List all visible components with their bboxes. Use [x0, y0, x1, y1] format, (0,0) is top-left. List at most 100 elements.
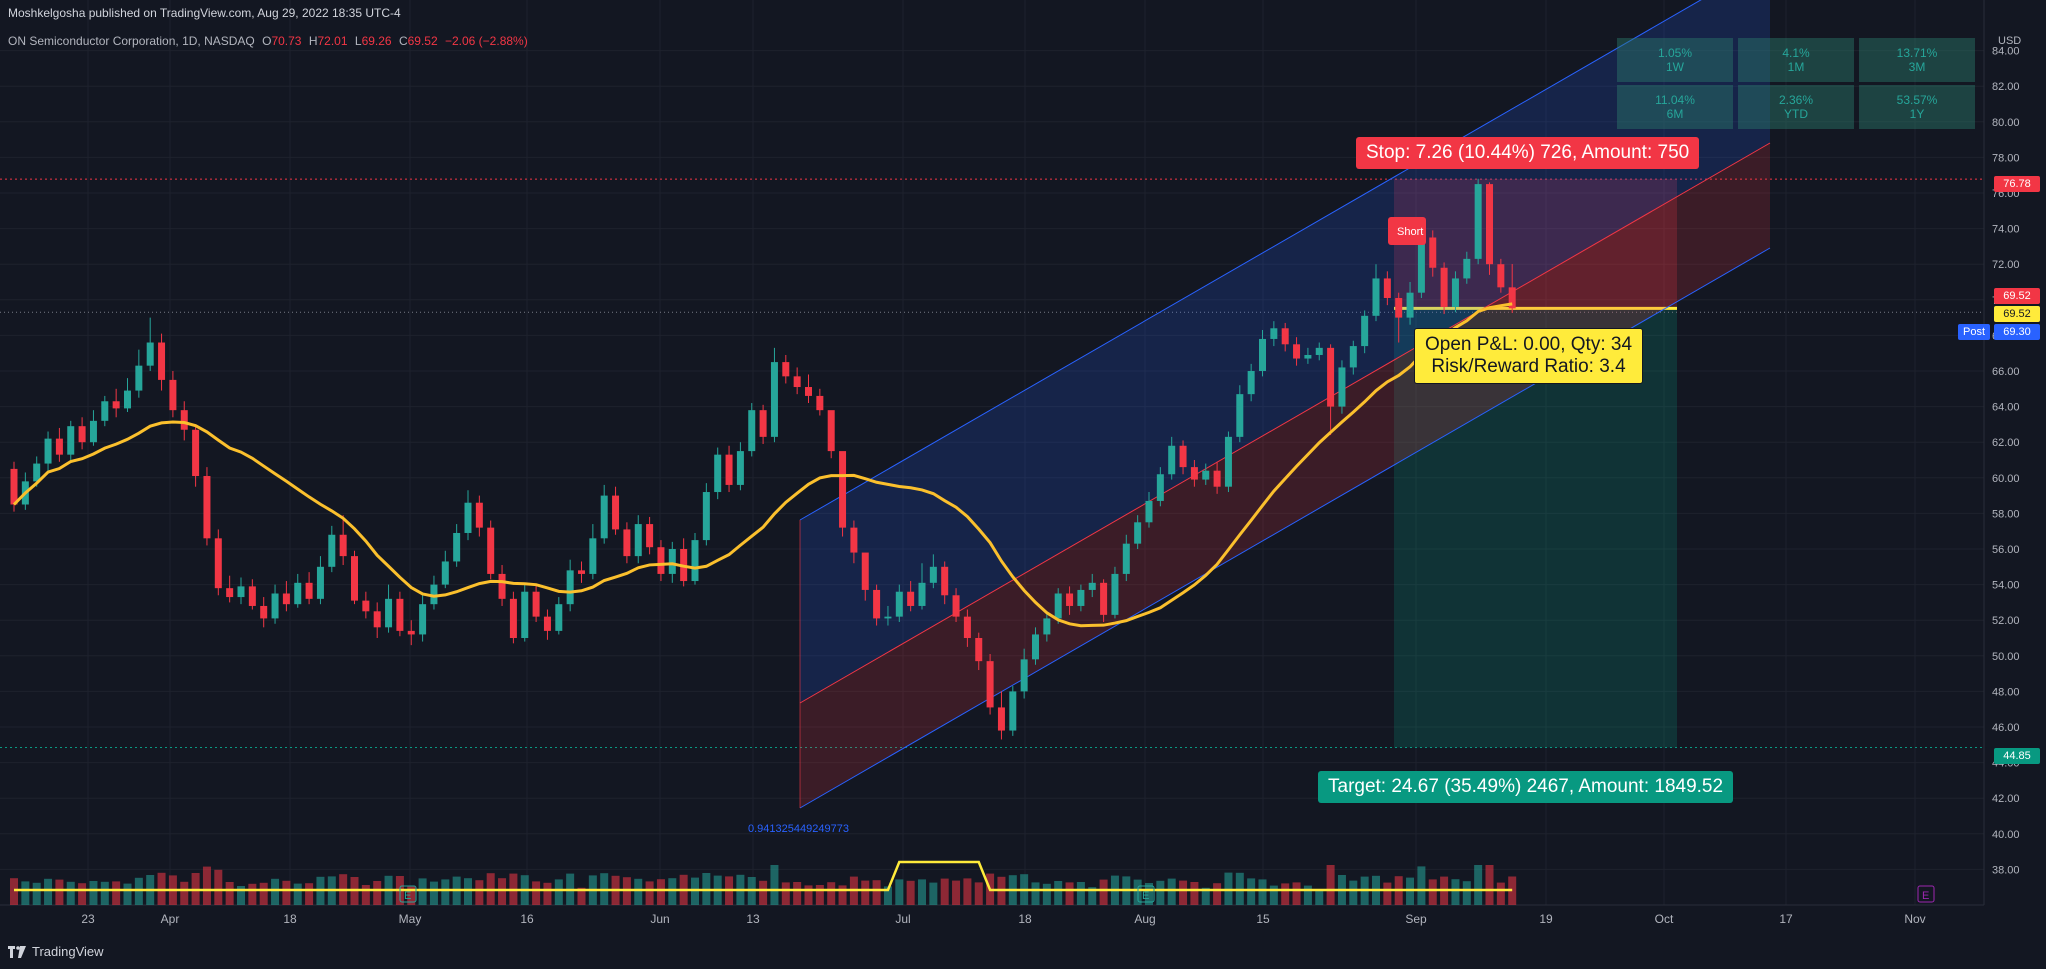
candle-body[interactable]	[1077, 589, 1085, 606]
candle-body[interactable]	[1372, 278, 1380, 316]
candle-body[interactable]	[941, 566, 949, 596]
candle-body[interactable]	[1122, 543, 1130, 574]
candle-body[interactable]	[543, 616, 551, 631]
candle-body[interactable]	[214, 538, 222, 589]
candle-body[interactable]	[1451, 278, 1459, 307]
candle-body[interactable]	[816, 395, 824, 411]
candle-body[interactable]	[555, 604, 563, 631]
candle-body[interactable]	[1145, 500, 1153, 523]
candle-body[interactable]	[578, 570, 585, 574]
candle-body[interactable]	[1429, 237, 1437, 268]
candle-body[interactable]	[623, 529, 631, 557]
candle-body[interactable]	[1213, 470, 1221, 487]
candle-body[interactable]	[1406, 292, 1414, 318]
candle-body[interactable]	[419, 604, 427, 635]
earnings-marker[interactable]	[1137, 885, 1155, 903]
candle-body[interactable]	[589, 538, 597, 574]
candle-body[interactable]	[1224, 436, 1232, 487]
candle-body[interactable]	[521, 591, 529, 638]
candle-body[interactable]	[827, 410, 835, 452]
candle-body[interactable]	[873, 589, 881, 619]
candle-body[interactable]	[884, 616, 892, 619]
candle-body[interactable]	[952, 595, 960, 617]
candle-body[interactable]	[657, 547, 665, 574]
candle-body[interactable]	[316, 566, 324, 599]
candle-body[interactable]	[44, 438, 52, 464]
candle-body[interactable]	[453, 532, 461, 562]
candle-body[interactable]	[475, 502, 483, 528]
candle-body[interactable]	[282, 593, 290, 605]
candle-body[interactable]	[1247, 371, 1255, 395]
candle-body[interactable]	[532, 591, 540, 617]
candle-body[interactable]	[396, 598, 404, 631]
stop-label[interactable]: Stop: 7.26 (10.44%) 726, Amount: 750	[1356, 137, 1700, 169]
candle-body[interactable]	[1168, 445, 1176, 475]
candle-body[interactable]	[759, 410, 767, 437]
candle-body[interactable]	[1190, 467, 1198, 480]
candle-body[interactable]	[294, 582, 302, 605]
candle-body[interactable]	[1259, 338, 1266, 371]
candle-body[interactable]	[339, 534, 347, 557]
target-label[interactable]: Target: 24.67 (35.49%) 2467, Amount: 184…	[1318, 771, 1734, 803]
candle-body[interactable]	[1338, 367, 1346, 407]
candle-body[interactable]	[146, 342, 154, 366]
candle-body[interactable]	[498, 573, 506, 599]
candle-body[interactable]	[237, 586, 245, 598]
candle-body[interactable]	[226, 588, 234, 598]
candle-body[interactable]	[305, 582, 313, 599]
candle-body[interactable]	[509, 598, 517, 638]
candle-body[interactable]	[203, 476, 211, 539]
candle-body[interactable]	[770, 362, 778, 437]
candle-body[interactable]	[1054, 593, 1062, 619]
candle-body[interactable]	[89, 420, 97, 443]
candle-body[interactable]	[464, 502, 472, 533]
short-marker[interactable]	[1388, 217, 1426, 245]
candle-body[interactable]	[1474, 184, 1482, 259]
candle-body[interactable]	[1440, 267, 1448, 307]
candle-body[interactable]	[1315, 347, 1323, 355]
candle-body[interactable]	[600, 495, 608, 539]
candle-body[interactable]	[1349, 346, 1357, 368]
candle-body[interactable]	[158, 342, 166, 380]
candle-body[interactable]	[691, 540, 699, 582]
candle-body[interactable]	[1281, 328, 1289, 345]
candle-body[interactable]	[407, 630, 415, 635]
candle-body[interactable]	[986, 661, 994, 708]
candle-body[interactable]	[1009, 691, 1017, 731]
candle-body[interactable]	[612, 495, 620, 530]
candle-body[interactable]	[1134, 522, 1142, 544]
candle-body[interactable]	[271, 593, 279, 619]
candle-body[interactable]	[487, 527, 495, 574]
candle-body[interactable]	[1088, 582, 1096, 590]
candle-body[interactable]	[861, 552, 869, 590]
candle-body[interactable]	[101, 401, 109, 421]
candle-body[interactable]	[67, 426, 75, 455]
candle-body[interactable]	[55, 438, 63, 455]
candle-body[interactable]	[736, 451, 744, 485]
candle-body[interactable]	[1066, 593, 1074, 606]
candle-body[interactable]	[362, 600, 370, 612]
candle-body[interactable]	[725, 454, 733, 485]
candle-body[interactable]	[260, 605, 268, 619]
earnings-marker[interactable]	[399, 885, 417, 903]
pnl-label[interactable]: Open P&L: 0.00, Qty: 34 Risk/Reward Rati…	[1414, 328, 1644, 384]
candle-body[interactable]	[1497, 264, 1505, 288]
candle-body[interactable]	[1236, 394, 1244, 437]
candle-body[interactable]	[112, 401, 120, 409]
candle-body[interactable]	[373, 611, 381, 628]
candle-body[interactable]	[646, 524, 654, 548]
candle-body[interactable]	[1463, 258, 1471, 279]
candle-body[interactable]	[78, 426, 86, 443]
candle-body[interactable]	[1032, 634, 1039, 660]
candle-body[interactable]	[975, 638, 983, 662]
candle-body[interactable]	[1020, 659, 1028, 692]
candle-body[interactable]	[1327, 347, 1335, 407]
candle-body[interactable]	[1111, 573, 1119, 615]
candle-body[interactable]	[33, 463, 41, 482]
earnings-marker[interactable]	[1917, 885, 1935, 903]
candle-body[interactable]	[192, 429, 200, 477]
candle-body[interactable]	[929, 566, 937, 583]
footer-brand[interactable]: TradingView	[8, 944, 104, 959]
candle-body[interactable]	[1361, 315, 1369, 347]
candle-body[interactable]	[135, 365, 143, 391]
